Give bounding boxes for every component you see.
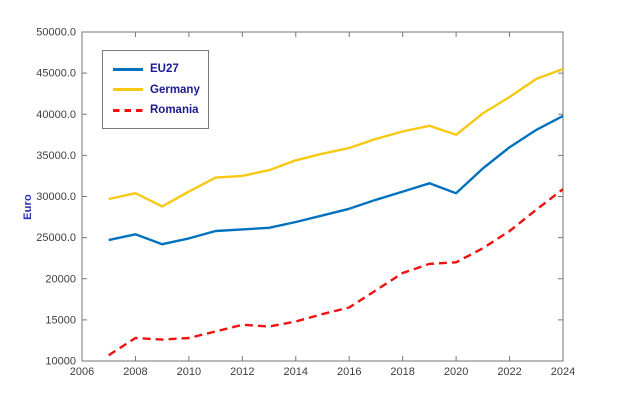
- y-tick-label: 30000.0: [36, 191, 76, 203]
- x-tick-label: 2018: [390, 366, 414, 378]
- y-tick-label: 35000.0: [36, 150, 76, 162]
- legend-label-germany: Germany: [150, 83, 200, 96]
- legend-label-eu27: EU27: [150, 63, 179, 75]
- x-tick-label: 2020: [444, 366, 468, 378]
- legend-item-eu27: EU27: [113, 63, 202, 75]
- x-tick-label: 2010: [177, 366, 201, 378]
- y-tick-label: 20000: [45, 273, 76, 285]
- legend-line-sample-germany: [113, 88, 143, 91]
- series-line-eu27: [108, 114, 564, 246]
- x-tick-label: 2024: [551, 366, 575, 378]
- legend-line-sample-romania: [113, 108, 143, 112]
- x-tick-label: 2006: [70, 366, 94, 378]
- y-tick-label: 10000: [45, 356, 76, 368]
- y-tick-label: 25000.0: [36, 232, 76, 244]
- y-tick-label: 15000: [45, 314, 76, 326]
- series-line-germany: [108, 67, 564, 208]
- legend-line-sample-eu27: [113, 67, 143, 71]
- legend-item-germany: Germany: [113, 84, 202, 96]
- y-axis-title: Euro: [22, 194, 34, 220]
- x-tick-label: 2008: [123, 366, 147, 378]
- series-line-romania: [108, 188, 564, 357]
- x-tick-label: 2014: [284, 366, 308, 378]
- x-tick-label: 2016: [337, 366, 361, 378]
- legend-item-romania: Romania: [113, 104, 202, 116]
- y-tick-label: 50000.0: [36, 27, 76, 39]
- x-tick-label: 2022: [497, 366, 521, 378]
- y-tick-label: 45000.0: [36, 68, 76, 80]
- x-tick-label: 2012: [230, 366, 254, 378]
- y-tick-label: 40000.0: [36, 109, 76, 121]
- legend-label-romania: Romania: [150, 104, 199, 116]
- legend: EU27 Germany Romania: [102, 50, 209, 129]
